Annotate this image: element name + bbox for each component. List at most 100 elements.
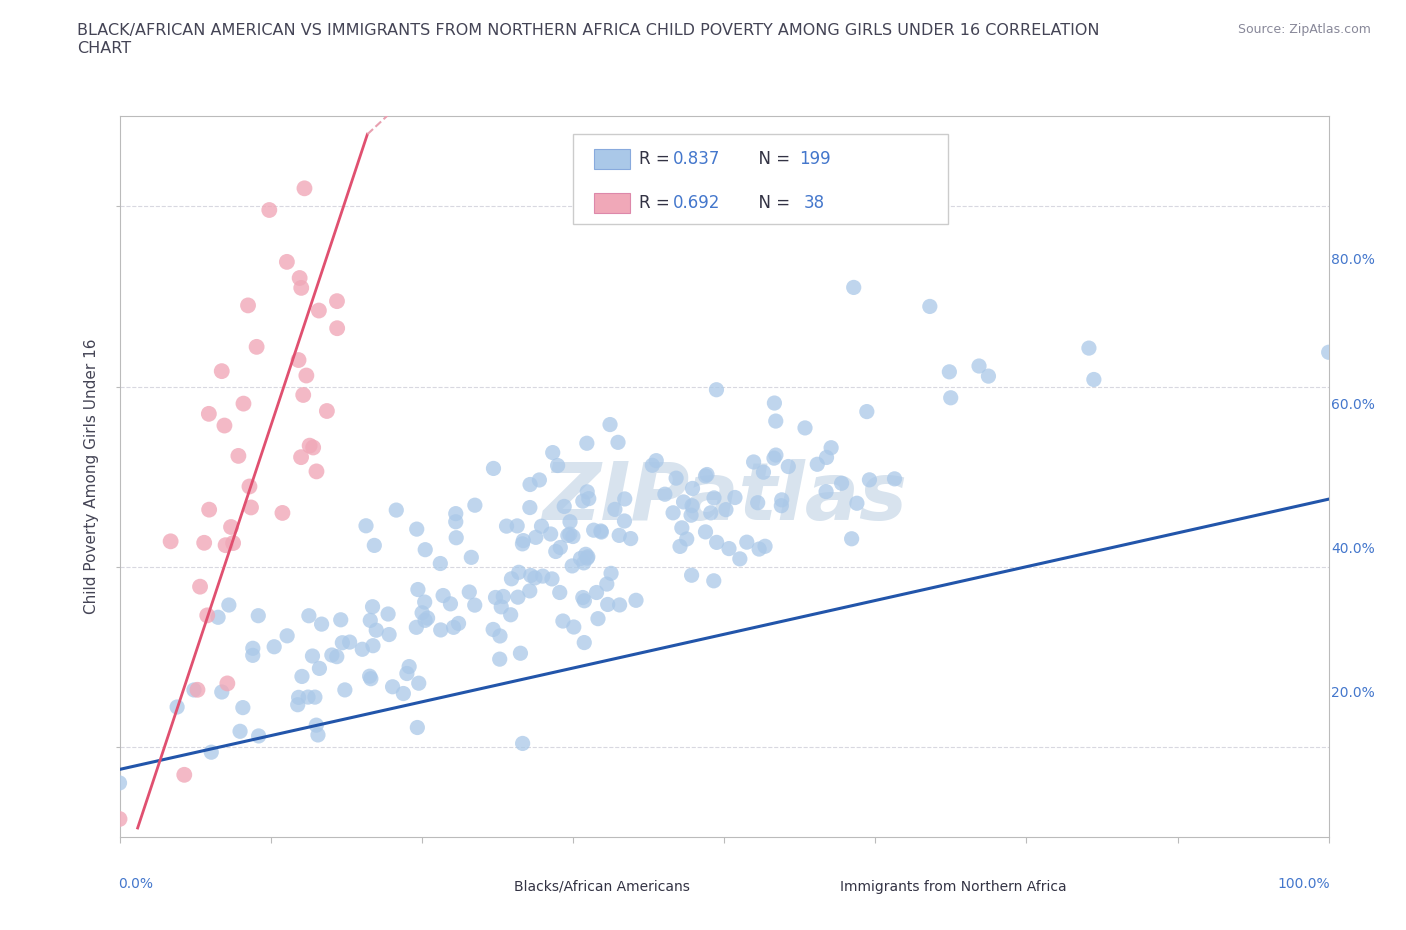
Point — [326, 321, 349, 336]
Point — [492, 589, 515, 604]
Point — [918, 299, 941, 314]
Point — [654, 486, 676, 501]
Point — [520, 568, 543, 583]
Point — [572, 590, 595, 604]
Point — [429, 622, 451, 637]
Point — [432, 588, 454, 603]
Point — [596, 597, 619, 612]
Point — [460, 550, 482, 565]
Point — [682, 481, 704, 496]
Point — [297, 690, 319, 705]
Point — [512, 736, 534, 751]
Point — [413, 613, 436, 628]
Point — [482, 461, 505, 476]
Point — [508, 565, 530, 579]
Point — [408, 676, 430, 691]
Point — [198, 406, 221, 421]
Text: Source: ZipAtlas.com: Source: ZipAtlas.com — [1237, 23, 1371, 36]
Point — [575, 547, 598, 562]
Point — [519, 477, 541, 492]
Point — [794, 420, 817, 435]
Point — [641, 458, 664, 472]
Point — [747, 496, 769, 511]
Point — [232, 396, 254, 411]
Point — [359, 669, 381, 684]
Point — [557, 528, 579, 543]
Text: 199: 199 — [799, 150, 831, 167]
Point — [735, 535, 758, 550]
Point — [444, 530, 467, 545]
Point — [724, 490, 747, 505]
Point — [572, 494, 595, 509]
Text: 40.0%: 40.0% — [1331, 541, 1375, 556]
Point — [501, 571, 523, 586]
Point — [308, 303, 330, 318]
Point — [540, 526, 562, 541]
Point — [778, 459, 800, 474]
Point — [561, 559, 583, 574]
Point — [681, 498, 703, 513]
Point — [218, 598, 240, 613]
Point — [294, 181, 316, 196]
Point — [586, 611, 609, 626]
Point — [770, 492, 793, 507]
Point — [259, 203, 281, 218]
Point — [547, 458, 569, 473]
Point — [308, 661, 330, 676]
Point — [695, 469, 717, 484]
Point — [247, 608, 270, 623]
Text: N =: N = — [748, 150, 796, 167]
Point — [193, 536, 215, 551]
Bar — [593, 149, 630, 169]
Point — [607, 435, 630, 450]
Point — [214, 418, 236, 433]
Point — [304, 690, 326, 705]
Point — [574, 593, 596, 608]
Point — [762, 451, 785, 466]
Y-axis label: Child Poverty Among Girls Under 16: Child Poverty Among Girls Under 16 — [84, 339, 100, 615]
Point — [558, 514, 581, 529]
Point — [770, 498, 793, 513]
Point — [378, 627, 401, 642]
Point — [524, 530, 547, 545]
FancyBboxPatch shape — [574, 134, 948, 224]
Point — [596, 577, 619, 591]
Point — [242, 648, 264, 663]
Point — [512, 533, 534, 548]
Point — [541, 445, 564, 460]
Point — [214, 538, 236, 552]
Point — [288, 271, 311, 286]
Point — [509, 645, 531, 660]
Point — [211, 364, 233, 379]
Point — [607, 528, 630, 543]
Point — [703, 574, 725, 589]
Point — [360, 671, 382, 686]
Point — [290, 281, 312, 296]
Point — [495, 519, 517, 534]
Point — [575, 436, 598, 451]
Point — [458, 585, 481, 600]
Point — [754, 538, 776, 553]
Point — [207, 610, 229, 625]
Point — [765, 447, 787, 462]
Point — [858, 472, 880, 487]
Point — [967, 359, 990, 374]
Point — [489, 629, 512, 644]
Point — [574, 635, 596, 650]
Point — [276, 629, 298, 644]
Text: Blacks/African Americans: Blacks/African Americans — [513, 880, 689, 894]
Text: ZIPatlas: ZIPatlas — [541, 459, 907, 538]
Point — [815, 485, 838, 499]
Point — [298, 608, 321, 623]
Point — [748, 541, 770, 556]
Point — [662, 505, 685, 520]
Point — [512, 537, 534, 551]
Point — [541, 571, 564, 586]
Point — [572, 555, 595, 570]
Text: 80.0%: 80.0% — [1331, 253, 1375, 268]
Point — [681, 508, 703, 523]
Point — [600, 566, 623, 581]
Point — [333, 683, 356, 698]
Point — [671, 521, 693, 536]
Point — [305, 718, 328, 733]
